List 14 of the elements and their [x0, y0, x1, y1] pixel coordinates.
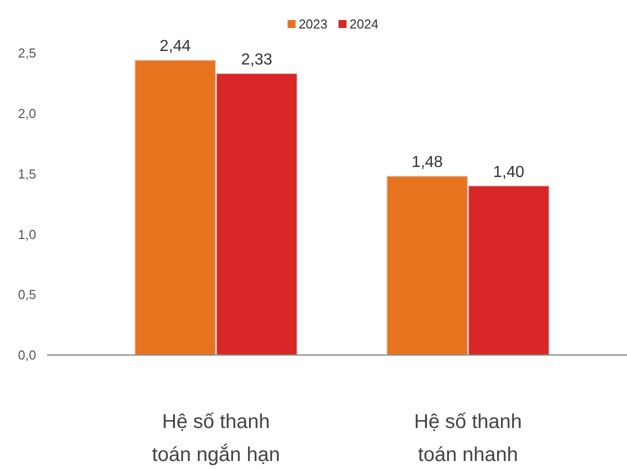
legend-label: 2024: [350, 16, 378, 32]
data-label: 1,40: [493, 164, 524, 181]
y-tick-label: 2,5: [18, 46, 36, 61]
x-tick-label: Hệ số thanh toán ngắn hạn: [152, 411, 280, 466]
data-label: 1,48: [412, 154, 443, 172]
y-tick-label: 0,5: [18, 287, 36, 302]
data-label: 2,33: [241, 52, 272, 69]
y-tick-label: 1,5: [18, 166, 36, 182]
legend-label: 2023: [298, 16, 328, 32]
x-tick-label: Hệ số thanh toán nhanh: [414, 411, 522, 466]
y-tick-label: 1,0: [18, 226, 36, 242]
y-tick-label: 0,0: [18, 348, 36, 363]
y-tick-label: 2,0: [18, 106, 36, 121]
data-label: 2,44: [160, 38, 191, 56]
